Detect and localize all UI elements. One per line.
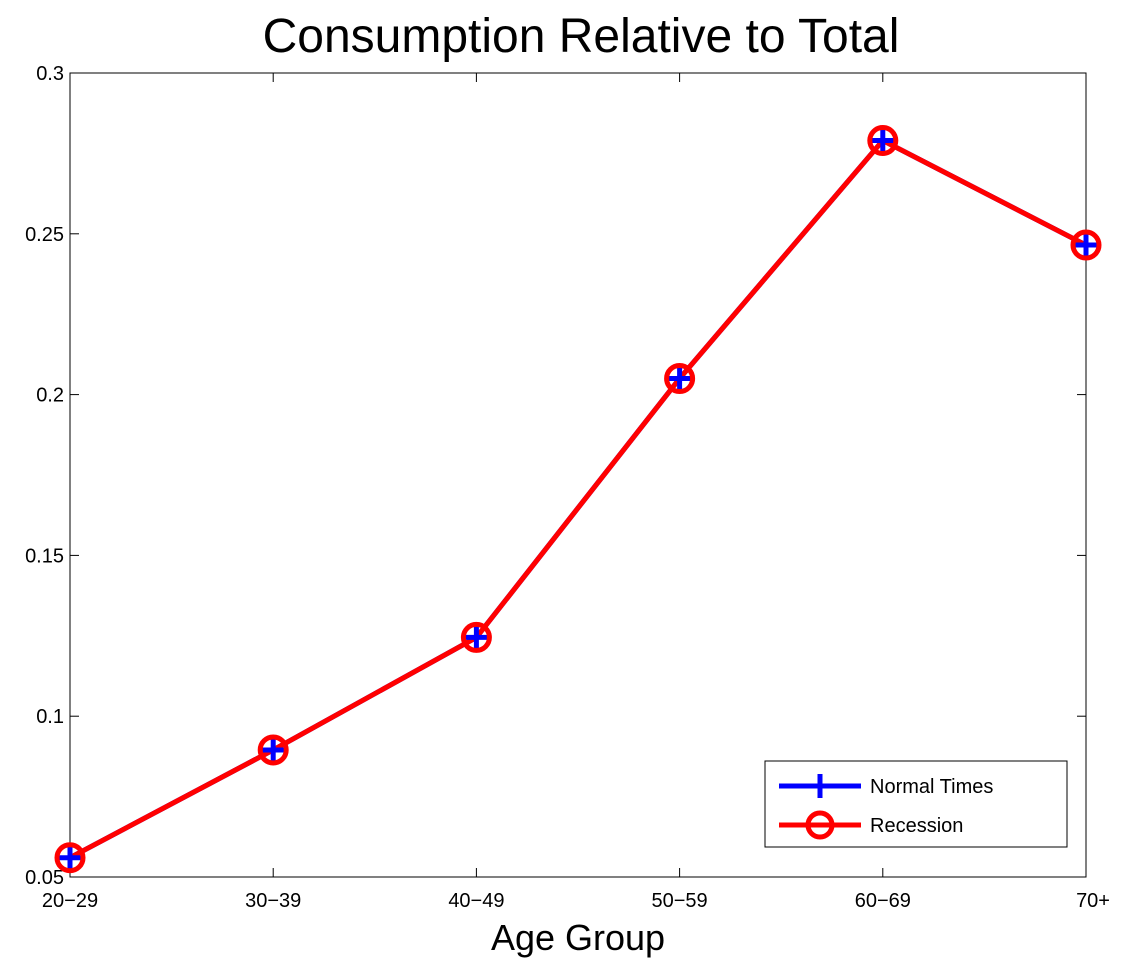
legend-label: Normal Times [870,776,993,798]
data-point-circle [460,621,492,653]
y-tick-label: 0.2 [36,385,64,407]
x-tick-label: 60−69 [855,890,911,912]
x-tick-label: 30−39 [245,890,301,912]
data-point-circle [257,734,289,766]
data-point-plus [262,738,285,761]
data-point-plus [871,129,894,152]
data-point-circle [54,842,86,874]
data-point-circle [1070,229,1102,261]
x-axis-label: Age Group [491,917,665,958]
series-line-1 [68,138,1088,860]
legend: Normal Times Recession [764,760,1068,848]
legend-label: Recession [870,815,963,837]
x-tick-label: 40−49 [448,890,504,912]
x-tick-label: 20−29 [42,890,98,912]
y-tick-label: 0.25 [25,224,64,246]
series-layer [54,125,1102,874]
y-tick-label: 0.05 [25,867,64,889]
x-tick-label: 50−59 [652,890,708,912]
data-point-plus [1075,234,1097,257]
y-tick-label: 0.15 [25,545,64,567]
legend-box [764,760,1068,848]
y-axis: 0.05 0.1 0.15 0.2 0.25 0.3 [25,63,1086,889]
chart-title: Consumption Relative to Total [263,10,900,63]
data-point-circle [664,363,696,395]
plot-area-frame [69,72,1087,878]
data-point-circle [867,125,899,157]
x-axis: 20−29 30−39 40−49 50−59 60−69 70+ [42,73,1110,912]
data-point-plus [465,626,488,649]
legend-circle [805,810,835,840]
data-point-plus [668,367,691,390]
data-point-plus [59,846,81,869]
y-tick-label: 0.1 [36,706,64,728]
y-tick-label: 0.3 [36,63,64,85]
x-tick-label: 70+ [1076,890,1110,912]
